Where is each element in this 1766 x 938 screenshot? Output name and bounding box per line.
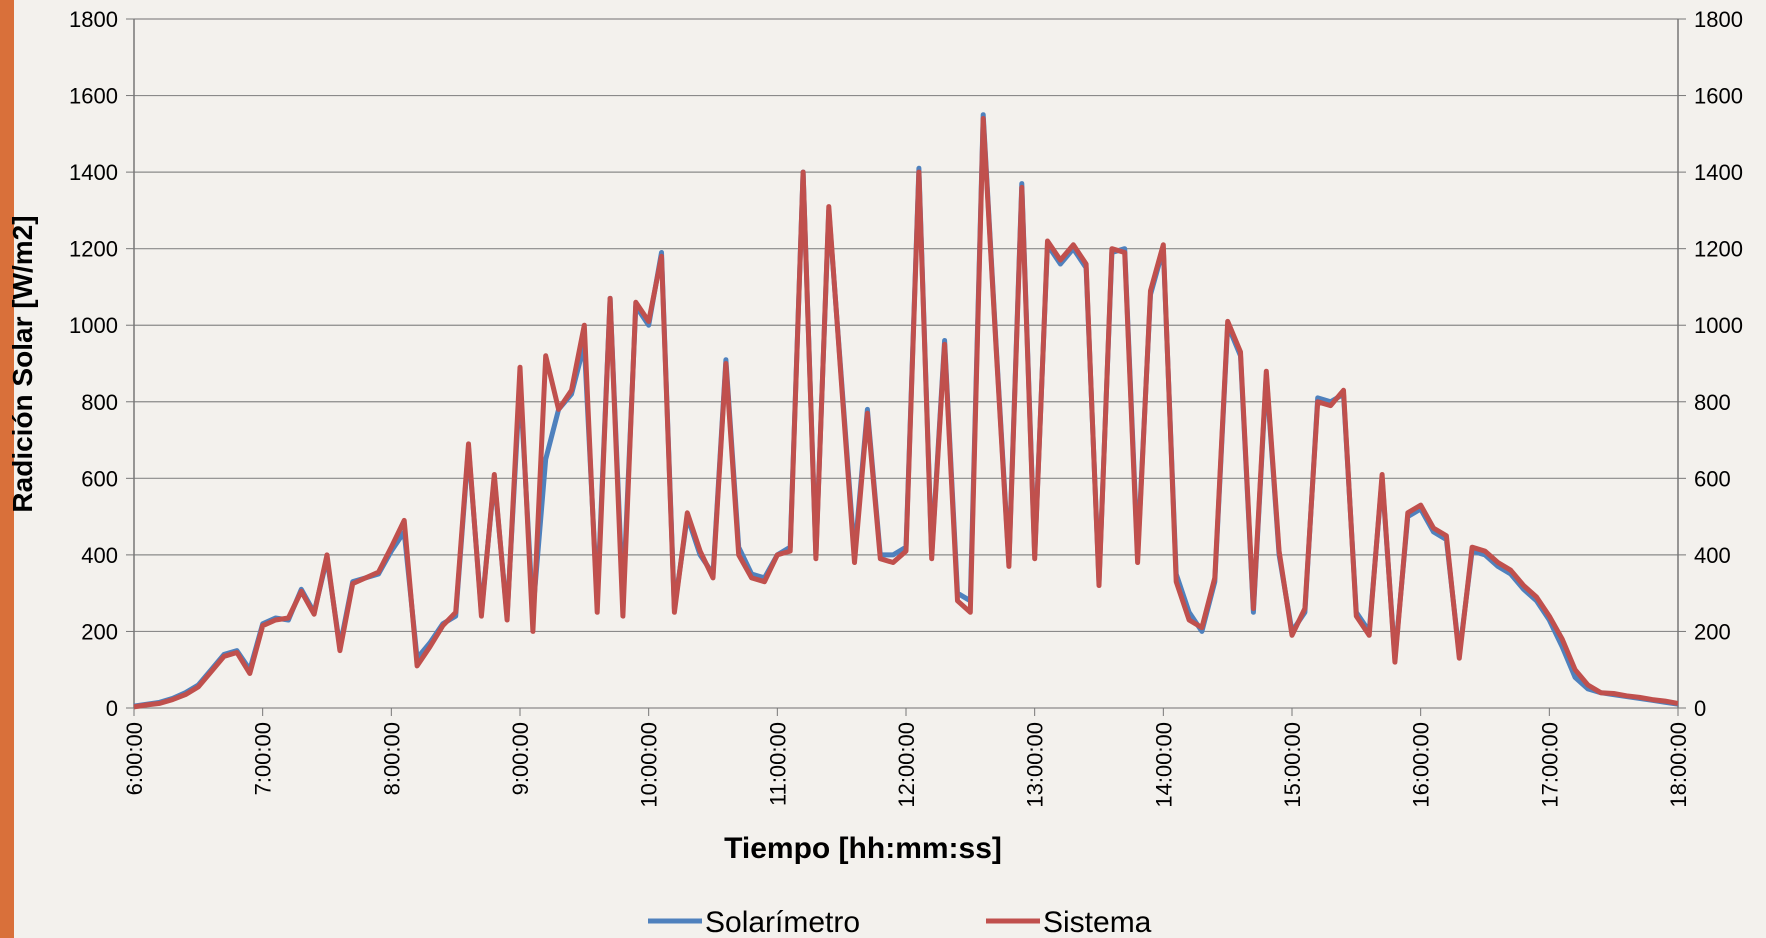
y2-tick-label: 0 — [1694, 696, 1706, 721]
side-strip — [0, 0, 14, 938]
y2-tick-label: 1800 — [1694, 7, 1743, 32]
y2-tick-label: 400 — [1694, 543, 1731, 568]
legend-label: Sistema — [1043, 906, 1152, 938]
x-tick-label: 9:00:00 — [508, 722, 533, 795]
legend-label: Solarímetro — [705, 906, 860, 938]
x-tick-label: 17:00:00 — [1537, 722, 1562, 808]
y2-tick-label: 1400 — [1694, 160, 1743, 185]
y-tick-label: 400 — [81, 543, 118, 568]
y2-tick-label: 200 — [1694, 619, 1731, 644]
x-tick-label: 10:00:00 — [637, 722, 662, 808]
y-tick-label: 0 — [106, 696, 118, 721]
x-tick-label: 13:00:00 — [1023, 722, 1048, 808]
x-axis-label: Tiempo [hh:mm:ss] — [724, 832, 1002, 865]
x-tick-label: 14:00:00 — [1151, 722, 1176, 808]
y-tick-label: 800 — [81, 390, 118, 415]
y-tick-label: 1200 — [69, 237, 118, 262]
y-tick-label: 1400 — [69, 160, 118, 185]
x-tick-label: 11:00:00 — [765, 722, 790, 806]
x-tick-label: 18:00:00 — [1666, 722, 1691, 808]
x-tick-label: 16:00:00 — [1409, 722, 1434, 808]
y2-tick-label: 1000 — [1694, 313, 1743, 338]
y2-tick-label: 1200 — [1694, 237, 1743, 262]
y-tick-label: 1000 — [69, 313, 118, 338]
data-line — [133, 116, 1679, 710]
y-tick-label: 1800 — [69, 7, 118, 32]
y-tick-label: 600 — [81, 466, 118, 491]
x-tick-label: 7:00:00 — [251, 722, 276, 795]
y-axis-label: Radición Solar [W/m2] — [7, 215, 38, 512]
y-tick-label: 1600 — [69, 84, 118, 109]
y2-tick-label: 1600 — [1694, 84, 1743, 109]
x-tick-label: 12:00:00 — [894, 722, 919, 808]
y2-tick-label: 600 — [1694, 466, 1731, 491]
x-tick-label: 6:00:00 — [122, 722, 147, 795]
x-tick-label: 15:00:00 — [1280, 722, 1305, 808]
y-tick-label: 200 — [81, 619, 118, 644]
x-tick-label: 8:00:00 — [379, 722, 404, 795]
y2-tick-label: 800 — [1694, 390, 1731, 415]
